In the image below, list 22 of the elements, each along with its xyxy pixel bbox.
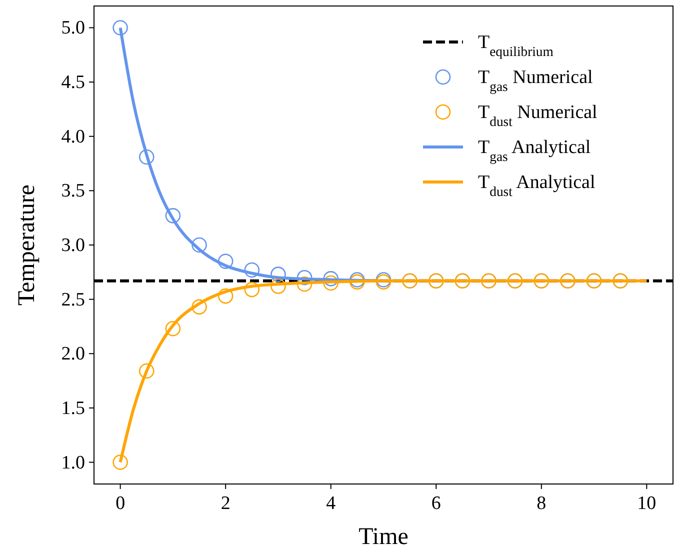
x-tick-label: 8 (536, 493, 546, 514)
x-tick-label: 6 (431, 493, 441, 514)
y-tick-label: 4.5 (61, 72, 85, 94)
legend-label: T$_{equilibrium}$ (478, 32, 554, 58)
y-tick-label: 2.5 (61, 289, 85, 310)
y-tick-label: 3.0 (61, 235, 85, 256)
legend-label: T$_{gas}$ Numerical (478, 67, 593, 94)
y-tick-label: 2.0 (61, 344, 85, 365)
x-tick-label: 2 (220, 493, 230, 514)
y-tick-label: 3.5 (61, 180, 85, 202)
y-axis-title: Temperature (14, 184, 40, 306)
legend-label: T$_{gas}$ Analytical (478, 137, 591, 164)
y-tick-label: 1.5 (61, 398, 85, 419)
x-tick-label: 10 (637, 493, 656, 514)
y-tick-label: 1.0 (61, 452, 85, 474)
legend-label: T$_{dust}$ Numerical (478, 102, 598, 128)
x-tick-label: 0 (116, 493, 126, 514)
legend-label: T$_{dust}$ Analytical (478, 172, 596, 198)
x-axis-title: Time (358, 524, 408, 550)
y-tick-label: 4.0 (61, 126, 85, 148)
x-tick-label: 4 (326, 493, 336, 514)
y-tick-label: 5.0 (61, 18, 85, 39)
